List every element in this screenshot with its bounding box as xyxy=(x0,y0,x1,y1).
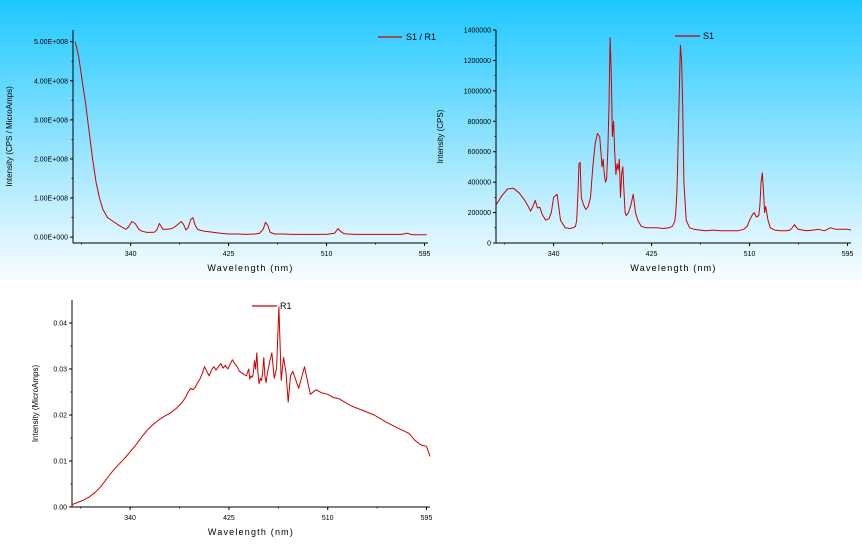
chart-1: 0.00E+000 1.00E+008 2.00E+008 3.00E+008 4.00… xyxy=(5,30,436,273)
y-tick-label: 0.04 xyxy=(53,321,67,328)
x-tick-label: 425 xyxy=(223,251,235,258)
x-tick-label: 425 xyxy=(646,251,658,258)
y-tick-label: 5.00E+008 xyxy=(34,39,68,46)
y-tick-label: 3.00E+008 xyxy=(34,117,68,124)
y-tick-label: 0.03 xyxy=(53,367,67,374)
legend-label: S1 / R1 xyxy=(406,32,436,42)
series-line-s1 xyxy=(495,37,852,232)
chart-3: 0.00 0.01 0.02 0.03 0.04 340 425 510 595 Waveleng… xyxy=(31,300,432,537)
y-tick-label: 400000 xyxy=(468,180,491,187)
x-axis-title: Wavelength (nm) xyxy=(630,263,716,273)
y-tick-label: 0.01 xyxy=(53,459,67,466)
y-tick-label: 4.00E+008 xyxy=(34,78,68,85)
x-tick-label: 510 xyxy=(322,515,334,522)
x-tick-label: 510 xyxy=(321,251,333,258)
x-axis-title: Wavelength (nm) xyxy=(207,263,293,273)
y-tick-label: 0.00 xyxy=(53,505,67,512)
y-tick-label: 600000 xyxy=(468,149,491,156)
x-tick-label: 425 xyxy=(223,515,235,522)
y-tick-label: 0.00E+000 xyxy=(34,235,68,242)
x-tick-label: 595 xyxy=(421,515,433,522)
legend-label: R1 xyxy=(280,301,292,311)
x-tick-label: 340 xyxy=(548,251,560,258)
y-tick-label: 0.02 xyxy=(53,413,67,420)
y-tick-label: 1400000 xyxy=(464,28,491,35)
x-tick-label: 595 xyxy=(842,251,854,258)
y-axis-title: Intensity (MicroAmps) xyxy=(31,364,40,442)
y-axis-title: Intensity (CPS / MicroAmps) xyxy=(5,86,14,187)
series-line-s1-r1 xyxy=(74,41,427,236)
chart-2: 0 200000 400000 600000 800000 1000000 1200000 1… xyxy=(436,28,853,274)
y-tick-label: 1200000 xyxy=(464,58,491,65)
y-tick-label: 1.00E+008 xyxy=(34,196,68,203)
legend-label: S1 xyxy=(703,31,714,41)
x-tick-label: 340 xyxy=(124,515,136,522)
y-tick-label: 2.00E+008 xyxy=(34,156,68,163)
y-tick-label: 800000 xyxy=(468,119,491,126)
x-tick-label: 340 xyxy=(125,251,137,258)
y-tick-label: 1000000 xyxy=(464,88,491,95)
x-axis-title: Wavelength (nm) xyxy=(208,527,294,537)
series-line-r1 xyxy=(71,306,431,506)
y-tick-label: 0 xyxy=(487,241,491,248)
y-tick-label: 200000 xyxy=(468,210,491,217)
x-tick-label: 595 xyxy=(419,251,431,258)
x-tick-label: 510 xyxy=(744,251,756,258)
y-axis-title: Intensity (CPS) xyxy=(436,109,445,163)
